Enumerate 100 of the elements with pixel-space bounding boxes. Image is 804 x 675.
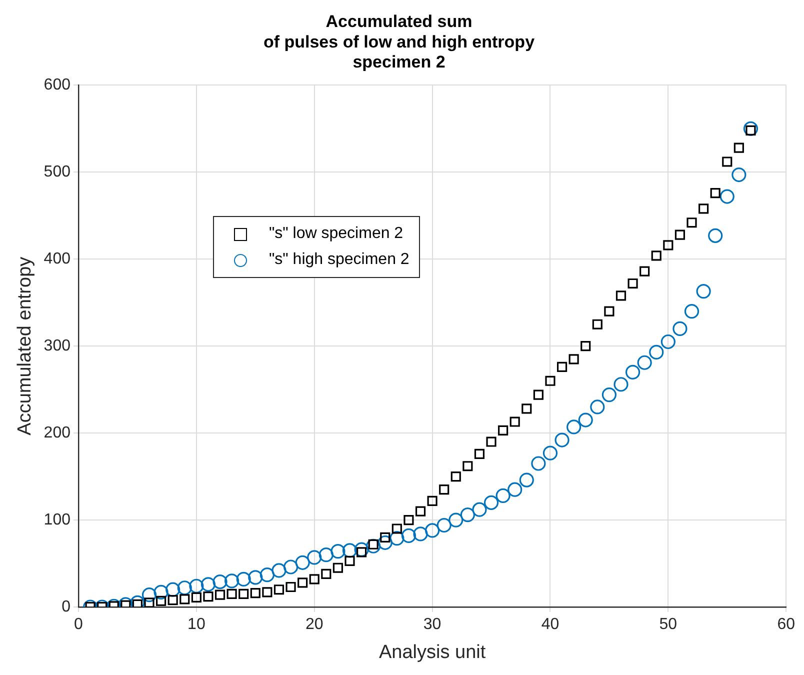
- point: [556, 362, 568, 372]
- point: [651, 250, 662, 261]
- point: [390, 530, 404, 546]
- point: [330, 544, 346, 559]
- point: [132, 599, 143, 607]
- y-tick-label: 400: [44, 250, 71, 268]
- point: [212, 574, 228, 590]
- point: [214, 590, 226, 600]
- x-tick-label: 20: [305, 616, 324, 634]
- point: [531, 456, 546, 471]
- y-tick-label: 500: [44, 164, 71, 181]
- point: [498, 425, 508, 436]
- point: [660, 334, 676, 350]
- point: [224, 574, 240, 588]
- point: [415, 506, 426, 516]
- x-tick-label: 10: [188, 616, 206, 634]
- point: [720, 189, 734, 204]
- point: [413, 526, 428, 542]
- point: [722, 156, 732, 167]
- legend-label: "s" low specimen 2: [269, 225, 404, 243]
- y-tick-label: 300: [44, 338, 71, 355]
- point: [238, 588, 249, 599]
- chart-title: Accumulated sum of pulses of low and high entropy specimen 2: [263, 12, 536, 72]
- point: [191, 592, 202, 602]
- point: [568, 354, 579, 364]
- point: [260, 568, 274, 582]
- point: [450, 472, 461, 482]
- point: [298, 578, 308, 588]
- point: [640, 266, 650, 276]
- x-tick-label: 50: [659, 616, 678, 634]
- point: [696, 284, 711, 299]
- point: [427, 496, 438, 506]
- point: [519, 472, 534, 488]
- y-tick-label: 0: [62, 598, 71, 616]
- point: [616, 290, 626, 301]
- point: [392, 524, 402, 534]
- point: [672, 321, 688, 336]
- y-axis-title: Accumulated entropy: [14, 256, 36, 436]
- point: [248, 570, 263, 585]
- point: [144, 598, 154, 607]
- point: [318, 548, 334, 562]
- point: [321, 568, 332, 579]
- point: [508, 482, 522, 497]
- point: [684, 304, 700, 319]
- point: [344, 556, 355, 566]
- point: [566, 420, 582, 434]
- point: [542, 446, 558, 460]
- point: [663, 240, 674, 250]
- x-tick-label: 40: [541, 616, 560, 634]
- point: [484, 495, 499, 510]
- x-tick-label: 60: [777, 616, 796, 634]
- point: [578, 412, 593, 428]
- point: [474, 448, 485, 459]
- point: [486, 436, 496, 447]
- point: [142, 588, 157, 602]
- point: [342, 543, 358, 558]
- point: [295, 555, 310, 570]
- point: [307, 550, 322, 565]
- point: [462, 461, 473, 472]
- x-tick-label: 0: [74, 616, 84, 634]
- y-tick-label: 100: [44, 511, 71, 528]
- point: [649, 344, 664, 360]
- point: [156, 596, 166, 606]
- point: [545, 376, 556, 386]
- point: [614, 377, 628, 392]
- point: [425, 523, 440, 538]
- y-tick-label: 600: [44, 76, 71, 94]
- point: [404, 514, 414, 526]
- point: [732, 167, 746, 182]
- point: [180, 594, 190, 604]
- point: [590, 400, 605, 414]
- point: [460, 508, 475, 522]
- point: [628, 278, 638, 289]
- point: [522, 404, 532, 414]
- point: [274, 584, 284, 595]
- point: [625, 364, 640, 380]
- point: [189, 578, 204, 594]
- point: [436, 518, 452, 533]
- point: [250, 588, 260, 598]
- point: [592, 319, 602, 330]
- point: [236, 572, 251, 586]
- point: [272, 563, 286, 578]
- x-axis-title: Analysis unit: [378, 642, 486, 663]
- x-tick-label: 30: [423, 616, 442, 634]
- point: [309, 574, 320, 584]
- point: [283, 560, 298, 574]
- point: [734, 142, 744, 153]
- point: [401, 528, 416, 543]
- point: [533, 390, 544, 400]
- point: [448, 512, 464, 528]
- point: [743, 121, 758, 136]
- point: [698, 204, 709, 214]
- point: [378, 535, 392, 550]
- point: [166, 582, 180, 597]
- point: [602, 388, 616, 402]
- point: [554, 432, 570, 448]
- point: [262, 587, 272, 598]
- point: [496, 488, 510, 503]
- legend-label: "s" high specimen 2: [269, 251, 410, 269]
- y-tick-label: 200: [44, 424, 71, 442]
